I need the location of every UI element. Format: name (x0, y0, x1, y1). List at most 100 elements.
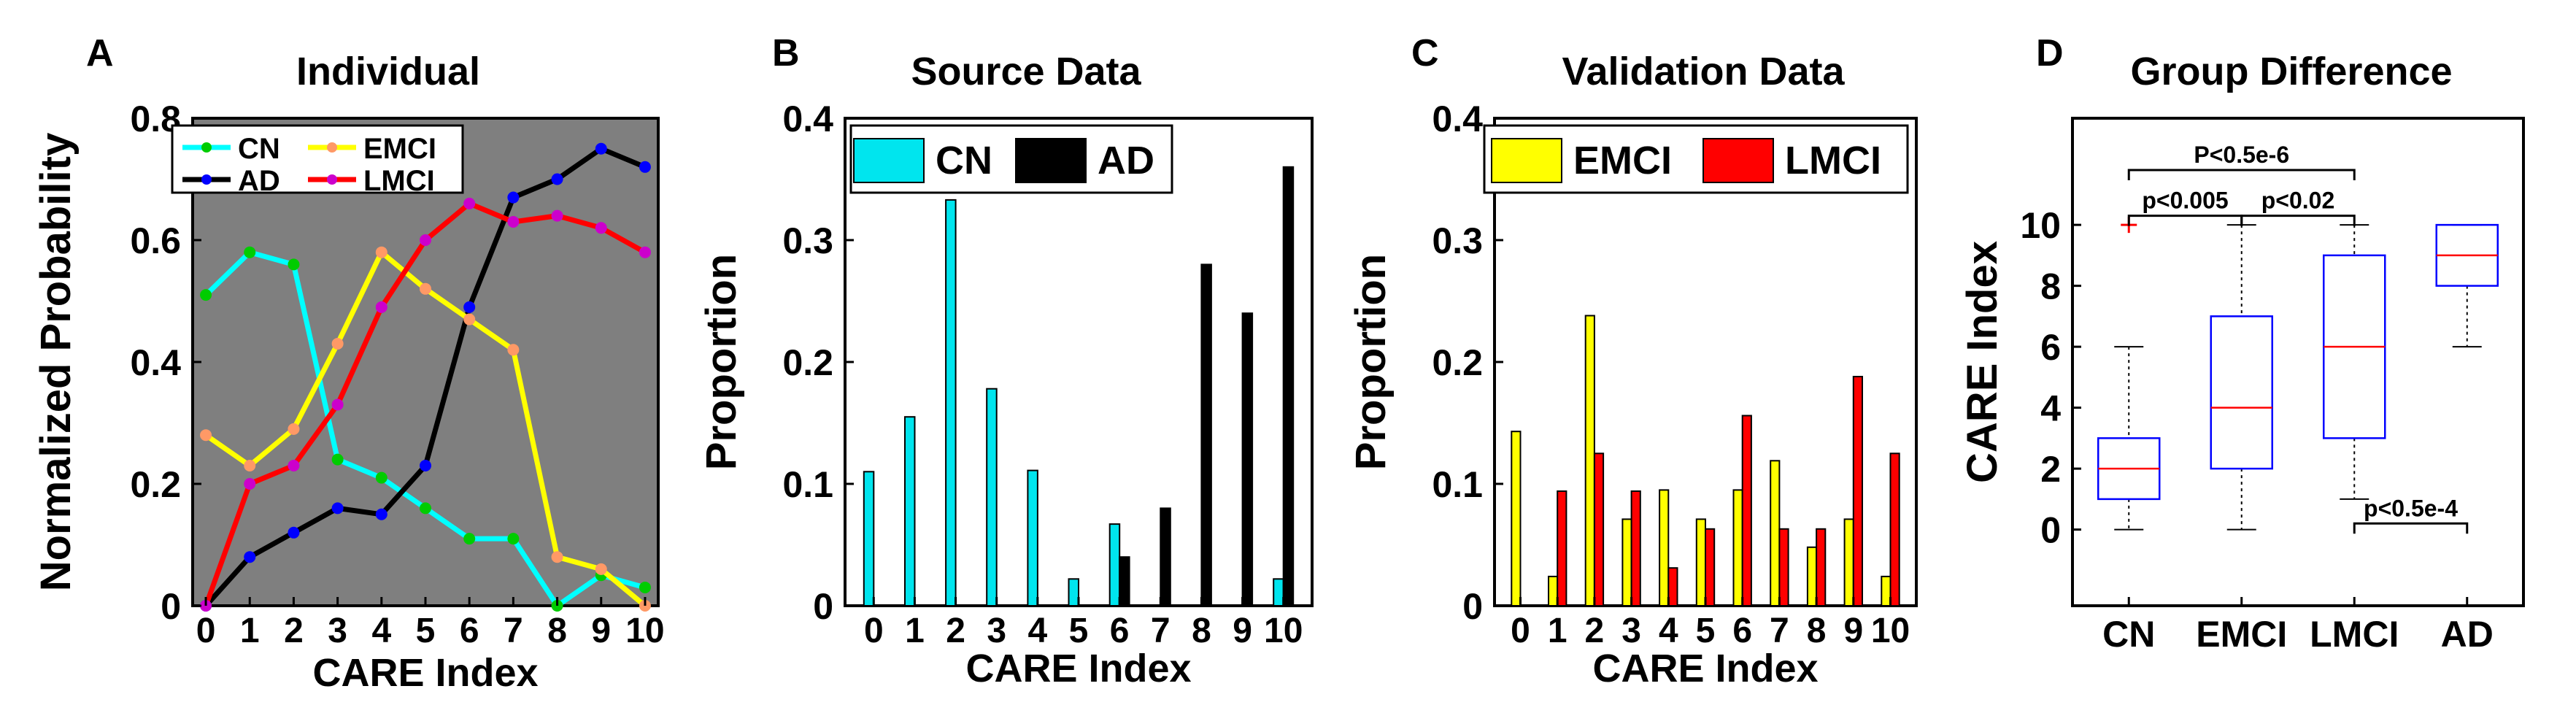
panel-c-bar-emci-8 (1806, 546, 1818, 606)
panel-d-title: Group Difference (2130, 50, 2452, 93)
panel-c-xtick-label: 2 (1585, 612, 1605, 650)
panel-a-ytick-label: 0.2 (130, 464, 181, 505)
panel-b-bar-cn-10 (1273, 578, 1284, 606)
panel-a-point-ad-10 (639, 161, 651, 173)
panel-b-xtick-label: 6 (1110, 612, 1130, 650)
panel-b-letter: B (772, 32, 800, 74)
panel-c-bar-lmci-2 (1593, 452, 1605, 607)
panel-c-bar-emci-10 (1881, 575, 1891, 607)
panel-a-xtick-label: 9 (591, 612, 611, 650)
panel-b-bar-cn-6 (1108, 523, 1121, 606)
panel-a-xtick-label: 0 (196, 612, 216, 650)
panel-b-xtick-label: 2 (946, 612, 965, 650)
panel-c-bar-lmci-6 (1741, 415, 1752, 606)
panel-a-point-cn-7 (507, 533, 520, 545)
panel-c-xtick-label: 8 (1807, 612, 1827, 650)
panel-b-bar-cn-2 (945, 199, 957, 606)
panel-a-point-lmci-1 (244, 478, 256, 490)
panel-b-xtick-label: 1 (905, 612, 925, 650)
panel-a-point-cn-2 (288, 258, 300, 271)
panel-c-bar-emci-5 (1695, 518, 1707, 607)
panel-a-legend-label-cn: CN (238, 133, 280, 165)
panel-d-plot-area: CN EMCI LMCI AD 0 2 4 6 8 10 CARE Index P<0.5e-6 p<0… (1959, 142, 2499, 655)
panel-a-point-lmci-5 (420, 234, 431, 246)
panel-a-xtick-label: 1 (240, 612, 260, 650)
panel-a-point-ad-1 (244, 551, 256, 563)
panel-d-emci-box (2210, 315, 2273, 470)
panel-a-point-cn-5 (420, 502, 431, 515)
panel-a-point-lmci-3 (331, 398, 344, 411)
panel-b-xtick-label: 4 (1028, 612, 1048, 650)
panel-a-xtick-label: 7 (504, 612, 523, 650)
panel-a-legend-marker-emci (327, 142, 337, 153)
panel-a-point-lmci-7 (507, 215, 520, 228)
panel-d-bracket (2127, 169, 2356, 180)
panel-a-xtick-label: 4 (371, 612, 391, 650)
panel-a-point-lmci-8 (551, 209, 563, 222)
panel-c-bar-lmci-9 (1852, 376, 1864, 606)
panel-c-bar-emci-7 (1770, 460, 1781, 606)
panel-c-xtick-label: 4 (1659, 612, 1678, 650)
panel-c-bar-lmci-8 (1816, 528, 1827, 606)
panel-a-legend-marker-ad (201, 174, 212, 185)
panel-b-ytick-label: 0.3 (782, 220, 833, 261)
panel-c-bar-lmci-3 (1630, 490, 1641, 606)
panel-c-xtick-label: 9 (1843, 612, 1863, 650)
panel-c-bar-emci-4 (1659, 489, 1670, 607)
panel-b-xtick-label: 9 (1233, 612, 1252, 650)
panel-a-ylabel: Normalized Probability (32, 133, 80, 591)
panel-a-ytick-label: 0.6 (130, 220, 181, 261)
panel-c-ytick-label: 0 (1462, 586, 1483, 627)
panel-d-ytick-label: 2 (2040, 449, 2061, 490)
panel-a-point-emci-8 (551, 551, 563, 563)
panel-b-bar-ad-6 (1119, 556, 1130, 607)
panel-c-ylabel: Proportion (1347, 254, 1395, 470)
panel-b-legend: CN AD (849, 124, 1173, 194)
panel-b-legend-label-ad: AD (1098, 139, 1154, 182)
panel-c-xtick-label: 1 (1548, 612, 1567, 650)
panel-b-ylabel: Proportion (698, 254, 745, 470)
panel-a-point-cn-6 (463, 533, 476, 545)
panel-c-xtick-label: 5 (1696, 612, 1716, 650)
panel-d-annotation-label: p<0.5e-4 (2364, 495, 2458, 521)
panel-a-ytick-label: 0.4 (130, 342, 181, 383)
panel-a-point-lmci-9 (595, 222, 607, 234)
panel-a-xtick-label: 6 (460, 612, 479, 650)
panel-c-xtick-label: 6 (1732, 612, 1752, 650)
panel-a-point-cn-4 (375, 471, 387, 484)
panel-a-point-ad-2 (288, 526, 300, 539)
panel-b-xtick-label: 10 (1264, 612, 1303, 650)
panel-b-legend-swatch-ad (1015, 138, 1087, 183)
panel-b-bar-ad-10 (1282, 166, 1295, 607)
panel-d-group-difference: CN EMCI LMCI AD 0 2 4 6 8 10 CARE Index P<0.5e-6 p<0… (1959, 32, 2525, 655)
panel-a-xtick-label: 10 (625, 612, 664, 650)
panel-b-plot-frame (844, 117, 1314, 607)
panel-c-bar-emci-1 (1548, 575, 1559, 607)
panel-c-bar-lmci-4 (1667, 567, 1678, 607)
panel-c-ytick-label: 0.2 (1432, 342, 1483, 383)
panel-a-point-cn-10 (639, 581, 651, 593)
panel-c-legend-swatch-emci (1491, 138, 1562, 183)
panel-a-point-ad-9 (595, 142, 607, 155)
panel-b-bar-ad-9 (1241, 312, 1254, 606)
panel-c-legend: EMCI LMCI (1483, 124, 1909, 194)
panel-a-ytick-label: 0 (161, 586, 181, 627)
panel-b-xtick-label: 8 (1192, 612, 1211, 650)
panel-c-ytick-label: 0.1 (1432, 464, 1483, 505)
panel-a-legend-marker-lmci (327, 174, 337, 185)
panel-a-plot-background (191, 117, 660, 607)
panel-b-xtick-label: 5 (1069, 612, 1089, 650)
panel-b-bar-cn-3 (986, 388, 998, 606)
panel-c-bar-lmci-1 (1557, 490, 1567, 606)
panel-d-annotation-label: p<0.02 (2261, 188, 2335, 214)
panel-a-title: Individual (296, 50, 480, 93)
panel-a-point-lmci-6 (463, 197, 476, 209)
panel-d-letter: D (2036, 32, 2064, 74)
panel-c-xtick-label: 0 (1511, 612, 1530, 650)
panel-a-point-ad-6 (463, 301, 476, 313)
panel-b-legend-label-cn: CN (936, 139, 992, 182)
panel-d-ylabel: CARE Index (1959, 241, 2006, 483)
